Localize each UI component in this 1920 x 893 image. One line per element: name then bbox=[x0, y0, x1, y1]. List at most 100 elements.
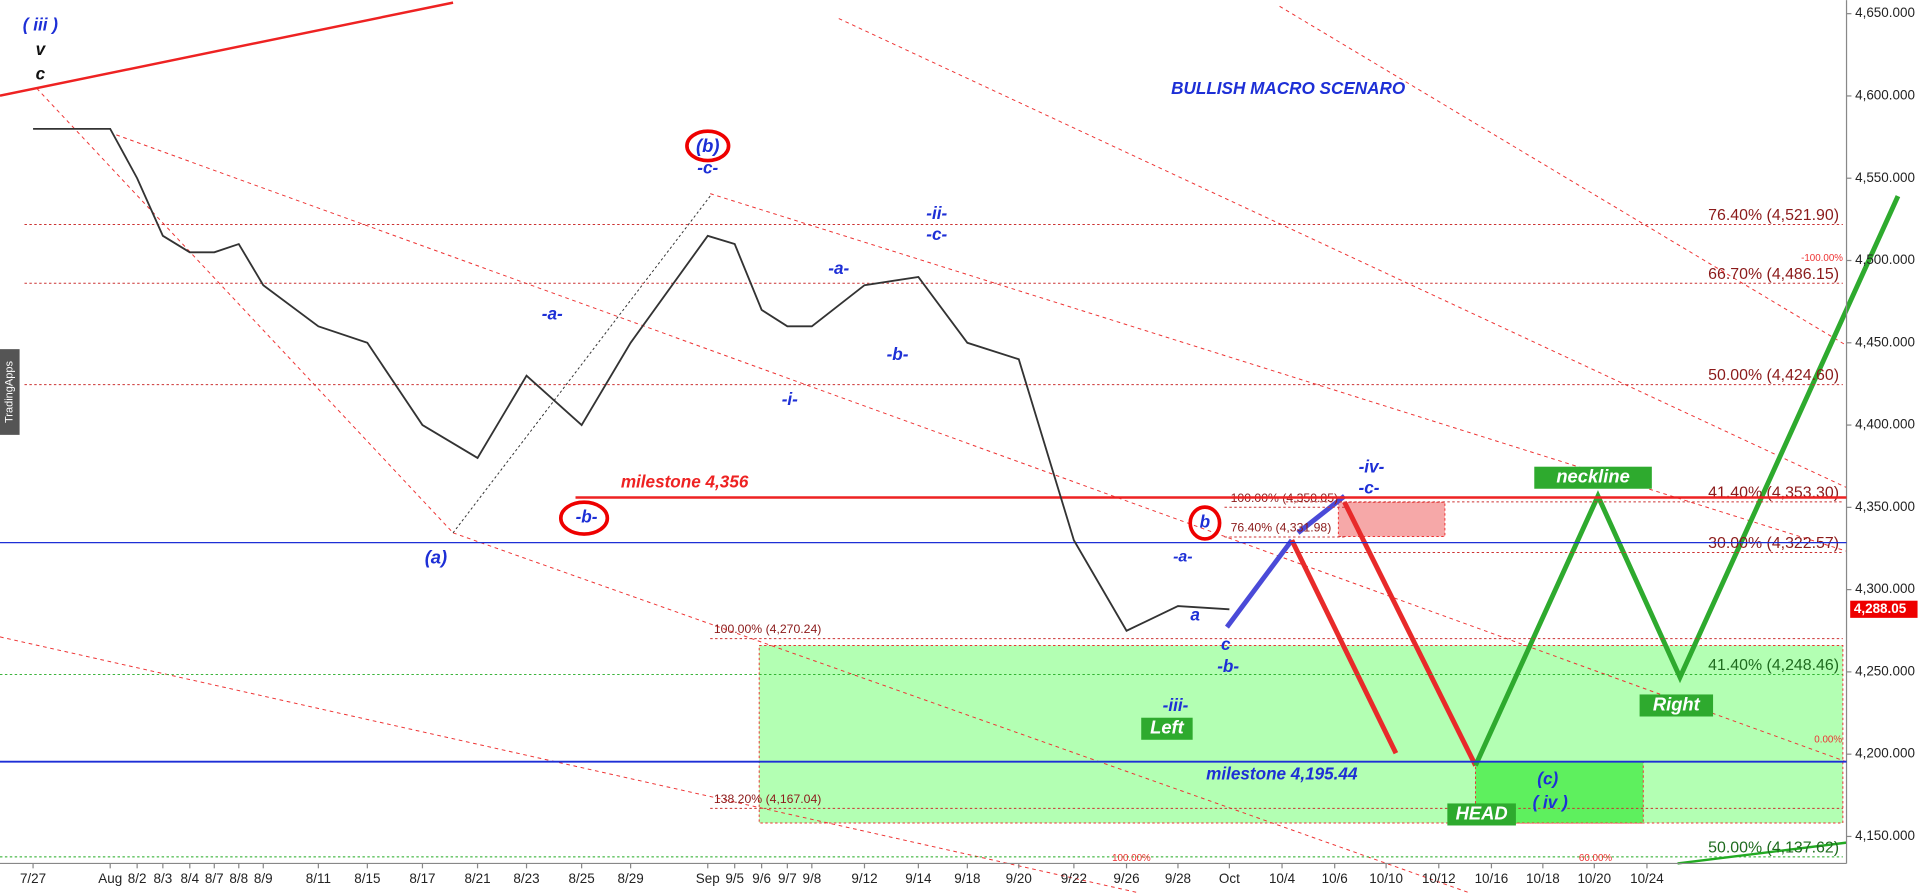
annotation: ( iv ) bbox=[1533, 792, 1569, 812]
x-tick-label: 8/21 bbox=[464, 871, 490, 886]
annotation: -a- bbox=[542, 303, 563, 323]
trend-line bbox=[0, 1, 454, 97]
annotation: ( iii ) bbox=[23, 14, 58, 34]
annotation: -ii- bbox=[926, 203, 947, 223]
fib-label: 66.70% (4,486.15) bbox=[1708, 266, 1839, 283]
y-tick-label: 4,650.000 bbox=[1855, 5, 1915, 20]
trend-line bbox=[1677, 841, 1847, 865]
head-zone bbox=[1475, 761, 1644, 824]
annotation: -a- bbox=[1173, 549, 1192, 566]
x-tick-label: 10/24 bbox=[1630, 871, 1664, 886]
highlight-circle bbox=[685, 129, 731, 163]
x-tick-label: 9/8 bbox=[802, 871, 821, 886]
x-tick-label: 8/8 bbox=[229, 871, 248, 886]
x-tick-label: 8/4 bbox=[180, 871, 199, 886]
y-tick-label: 4,600.000 bbox=[1855, 88, 1915, 103]
x-tick-label: 9/7 bbox=[778, 871, 797, 886]
channels bbox=[0, 5, 1847, 893]
x-tick-label: 8/3 bbox=[154, 871, 173, 886]
x-tick-label: 10/20 bbox=[1577, 871, 1611, 886]
x-tick-label: 8/17 bbox=[409, 871, 435, 886]
fib-label: 138.20% (4,167.04) bbox=[714, 792, 821, 806]
annotation: -c- bbox=[1359, 477, 1380, 497]
x-tick-label: Oct bbox=[1219, 871, 1240, 886]
x-tick-label: Sep bbox=[696, 871, 720, 886]
annotation: -iii- bbox=[1163, 695, 1189, 715]
x-tick-label: 10/16 bbox=[1475, 871, 1509, 886]
annotation: -c- bbox=[697, 158, 718, 178]
y-tick-label: 4,200.000 bbox=[1855, 746, 1915, 761]
annotation-box bbox=[1534, 466, 1652, 489]
fib-label: 41.40% (4,353.30) bbox=[1708, 485, 1839, 502]
fib-label: 30.00% (4,322.57) bbox=[1708, 535, 1839, 552]
wave-link bbox=[452, 195, 711, 534]
annotation: neckline bbox=[1556, 466, 1629, 487]
annotation-box bbox=[1141, 717, 1193, 740]
x-tick-label: 9/28 bbox=[1165, 871, 1191, 886]
annotation: 100.00% bbox=[1112, 853, 1151, 864]
projections bbox=[1224, 195, 1901, 767]
x-tick-label: 9/20 bbox=[1006, 871, 1032, 886]
annotation: -a- bbox=[828, 258, 849, 278]
x-tick-label: 8/11 bbox=[306, 871, 331, 886]
fib-label: 76.40% (4,331.98) bbox=[1231, 521, 1332, 535]
annotation: v bbox=[36, 39, 47, 59]
annotation: -b- bbox=[576, 507, 598, 527]
highlight-circle bbox=[558, 500, 610, 536]
annotation: -b- bbox=[1217, 656, 1239, 676]
milestone-label: milestone 4,195.44 bbox=[1206, 764, 1358, 784]
annotation: a bbox=[1190, 605, 1200, 625]
x-tick-label: Aug bbox=[98, 871, 122, 886]
annotation: Right bbox=[1653, 693, 1701, 714]
x-tick-label: 9/14 bbox=[905, 871, 932, 886]
annotation: -iv- bbox=[1359, 456, 1385, 476]
annotation: 60.00% bbox=[1579, 853, 1612, 864]
price-line bbox=[33, 127, 1230, 632]
y-tick-label: 4,350.000 bbox=[1855, 499, 1915, 514]
x-tick-label: 9/26 bbox=[1113, 871, 1139, 886]
annotation: -b- bbox=[887, 344, 909, 364]
x-tick-label: 9/22 bbox=[1061, 871, 1087, 886]
annotation: -100.00% bbox=[1801, 253, 1843, 264]
x-tick-label: 9/12 bbox=[851, 871, 877, 886]
y-tick-label: 4,450.000 bbox=[1855, 334, 1915, 349]
annotation: -c- bbox=[926, 224, 947, 244]
x-tick-label: 9/6 bbox=[752, 871, 771, 886]
annotation: (b) bbox=[696, 135, 719, 156]
x-tick-label: 10/18 bbox=[1526, 871, 1560, 886]
x-tick-label: 8/7 bbox=[205, 871, 224, 886]
x-tick-label: 8/2 bbox=[128, 871, 147, 886]
fib-label: 100.00% (4,270.24) bbox=[714, 622, 821, 636]
annotation: Left bbox=[1150, 717, 1185, 738]
annotation: 0.00% bbox=[1814, 734, 1842, 745]
highlight-circle bbox=[1188, 505, 1222, 541]
annotation-box bbox=[1447, 803, 1516, 826]
last-price-tag bbox=[1850, 600, 1918, 618]
x-tick-label: 10/10 bbox=[1369, 871, 1403, 886]
milestone-label: milestone 4,356 bbox=[621, 471, 749, 491]
x-tick-label: 10/6 bbox=[1322, 871, 1348, 886]
watermark-bg bbox=[0, 349, 20, 435]
annotation: b bbox=[1200, 512, 1210, 532]
fib-label: 50.00% (4,424.60) bbox=[1708, 367, 1839, 384]
fib-label: 76.40% (4,521.90) bbox=[1708, 207, 1839, 224]
y-tick-label: 4,250.000 bbox=[1855, 663, 1915, 678]
annotation: (c) bbox=[1537, 769, 1558, 789]
annotation: BULLISH MACRO SCENARO bbox=[1171, 78, 1406, 98]
annotation: c bbox=[1221, 634, 1231, 654]
x-tick-label: 8/29 bbox=[618, 871, 644, 886]
x-tick-label: 10/12 bbox=[1422, 871, 1456, 886]
annotation: c bbox=[36, 63, 46, 83]
annotation: (a) bbox=[425, 546, 447, 567]
x-tick-label: 8/25 bbox=[569, 871, 595, 886]
y-tick-label: 4,150.000 bbox=[1855, 828, 1915, 843]
x-tick-label: 9/5 bbox=[725, 871, 744, 886]
fib-label: 41.40% (4,248.46) bbox=[1708, 657, 1839, 674]
x-tick-label: 8/15 bbox=[354, 871, 380, 886]
annotation: TradingApps bbox=[4, 361, 16, 424]
x-tick-label: 8/23 bbox=[513, 871, 539, 886]
annotation: HEAD bbox=[1456, 802, 1508, 823]
fib-label: 50.00% (4,137.62) bbox=[1708, 839, 1839, 856]
